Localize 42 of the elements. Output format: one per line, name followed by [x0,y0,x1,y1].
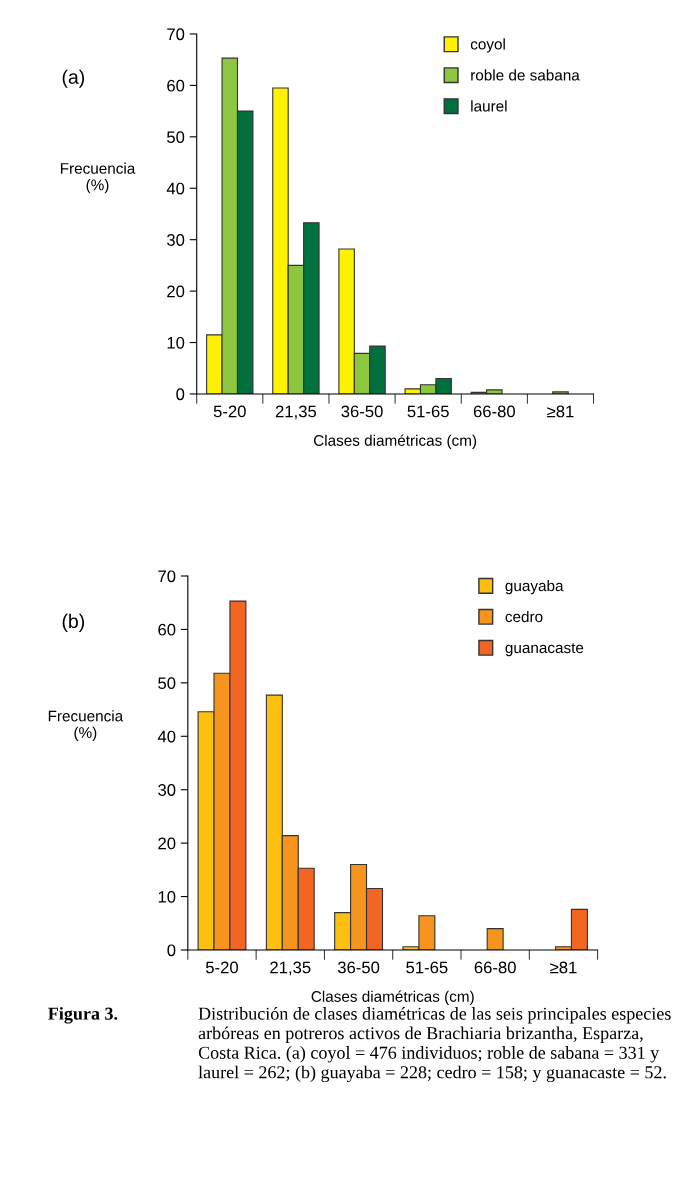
legend-label: coyol [470,38,505,53]
text: (a) [62,69,85,88]
y-tick-label: 20 [158,837,176,850]
x-axis-title: Clases diamétricas (cm) [311,990,474,1005]
x-tick-label: ≥81 [550,961,577,974]
x-tick-label: 21,35 [275,405,317,420]
x-tick-label: 36-50 [337,961,380,974]
x-tick-label: 5-20 [213,405,246,418]
y-tick-label: 30 [158,784,176,796]
x-tick-label: 21,35 [270,961,311,976]
x-tick-label: 5-20 [205,961,238,974]
legend-label: guayaba [505,579,564,595]
legend-label: roble de sabana [471,69,580,81]
x-tick-label: 51-65 [406,961,448,974]
y-tick-label: 70 [158,570,176,583]
y-tick-label: 10 [158,890,176,903]
y-tick-label: 60 [167,79,185,92]
y-tick-label: 0 [176,388,185,401]
x-tick-label: 36-50 [341,405,383,418]
y-tick-label: 30 [167,234,185,246]
y-axis-title: Frecuencia (%) [60,162,136,194]
text: (b) [62,613,85,632]
y-tick-label: 0 [167,944,176,957]
y-tick-label: 60 [158,623,176,636]
y-axis-title: Frecuencia (%) [48,710,124,741]
y-tick-label: 70 [167,28,185,41]
y-tick-label: 40 [166,182,185,195]
legend-label: laurel [471,100,507,112]
legend-label: cedro [505,610,543,623]
text: Distribución de clases diamétricas de las seis principales especies arbóreas en potreros activos de Brachiaria brizantha, Esparza, Costa Rica. (a) coyol = 476 individuos; roble de sabana = 331 y laurel = 262; (b) guayaba = 228; cedro = 158; y guanacaste = 52. [198,1007,671,1083]
x-axis-title: Clases diamétricas (cm) [313,434,477,449]
x-tick-label: 66-80 [474,961,516,974]
y-tick-label: 40 [157,730,176,743]
y-tick-label: 50 [158,677,176,690]
x-tick-label: 51-65 [407,405,449,418]
legend-label: guanacaste [505,643,584,657]
y-tick-label: 50 [167,131,185,144]
x-tick-label: ≥81 [547,405,574,418]
x-tick-label: 66-80 [473,405,515,418]
y-tick-label: 10 [167,336,185,349]
y-tick-label: 20 [167,285,185,298]
text: Figura 3. [48,1007,118,1024]
